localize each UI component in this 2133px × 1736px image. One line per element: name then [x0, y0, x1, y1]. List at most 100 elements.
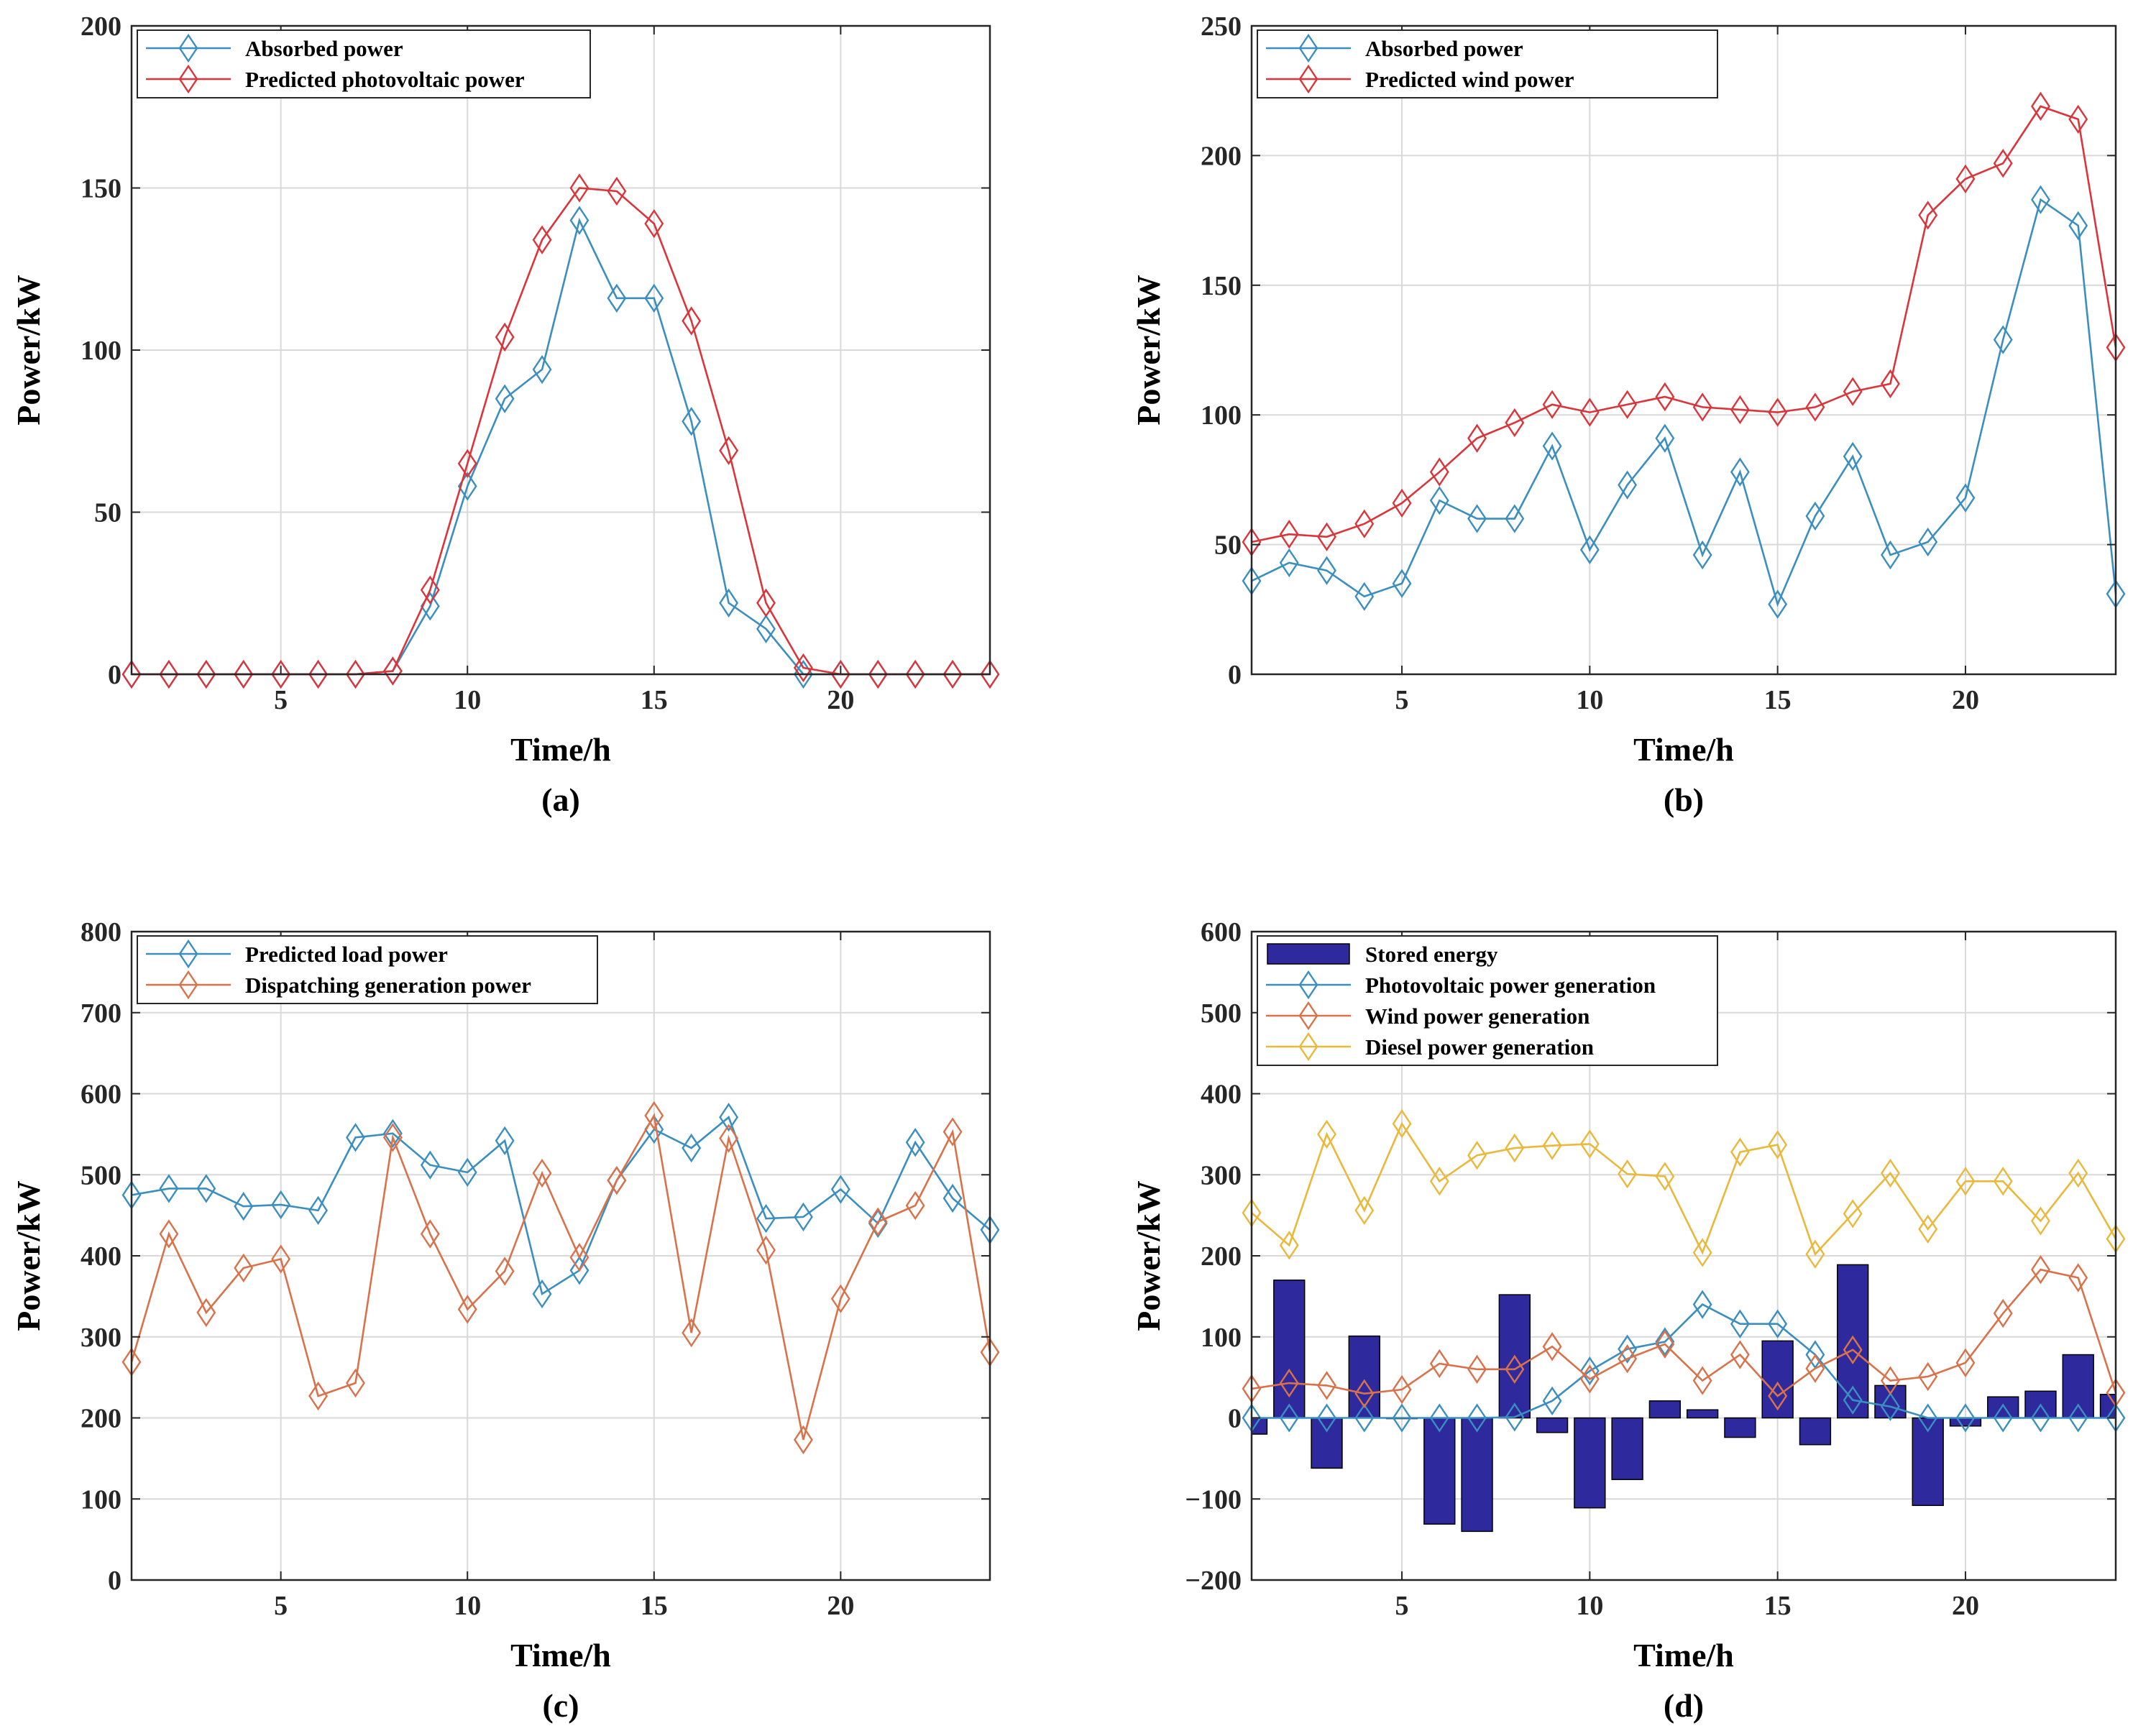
y-axis-label: Power/kW: [1130, 1180, 1167, 1331]
data-point-3-9: [1542, 1131, 1562, 1160]
data-point-2-7: [346, 659, 365, 689]
data-point-1-7: [1467, 504, 1487, 533]
data-point-1-19: [793, 1202, 813, 1232]
data-point-3-16: [1805, 1239, 1825, 1269]
data-point-1-9: [1542, 431, 1562, 461]
y-tick-label: 200: [81, 12, 121, 42]
data-point-2-18: [756, 588, 776, 617]
data-point-2-3: [1317, 522, 1336, 551]
legend-box: [137, 935, 598, 1004]
data-point-2-15: [644, 208, 664, 239]
legend-entry-label: Photovoltaic power generation: [1365, 973, 1656, 998]
y-tick-label: −200: [1185, 1566, 1242, 1596]
data-point-1-4: [234, 1192, 254, 1221]
data-point-2-2: [1279, 520, 1299, 549]
bar-stored-energy-12: [1648, 1400, 1682, 1419]
data-point-1-2: [159, 1174, 179, 1203]
data-point-1-21: [1993, 325, 2013, 354]
data-point-1-12: [532, 354, 552, 385]
data-point-1-5: [1392, 569, 1412, 598]
x-tick-label: 15: [641, 685, 668, 715]
chart-panel-1: 5 10 15 20050100150200Time/hPower/kW(a)Abso…: [10, 12, 1000, 818]
data-point-2-23: [942, 659, 963, 689]
data-point-1-7: [1467, 1403, 1487, 1433]
legend-swatch-marker: [178, 970, 198, 1000]
data-point-1-16: [682, 407, 702, 436]
bar-stored-energy-16: [1799, 1417, 1832, 1446]
data-point-2-7: [1467, 1354, 1487, 1384]
data-point-2-23: [2068, 104, 2088, 134]
data-point-2-14: [1730, 1340, 1750, 1369]
data-point-2-21: [868, 659, 888, 689]
x-tick-label: 20: [1952, 1591, 1979, 1621]
data-point-2-21: [1993, 1298, 2013, 1328]
series-line-1: [131, 1116, 991, 1296]
data-point-1-8: [1505, 504, 1525, 533]
x-tick-label: 10: [1576, 1591, 1603, 1621]
y-tick-label: 200: [81, 1404, 121, 1434]
y-tick-label: 400: [81, 1241, 121, 1272]
data-point-2-17: [1843, 377, 1863, 406]
x-tick-label: 5: [274, 685, 288, 715]
data-point-3-13: [1692, 1238, 1712, 1267]
data-point-1-18: [756, 614, 776, 644]
data-point-2-13: [569, 173, 590, 203]
bar-stored-energy-13: [1686, 1409, 1719, 1419]
x-tick-label: 10: [454, 685, 481, 715]
bar-stored-energy-17: [1836, 1264, 1869, 1419]
data-point-3-5: [1392, 1109, 1412, 1139]
bar-stored-energy-11: [1611, 1417, 1643, 1480]
y-tick-label: 500: [81, 1160, 121, 1190]
y-tick-label: 300: [81, 1323, 121, 1353]
data-point-1-17: [719, 588, 739, 617]
data-point-1-23: [2068, 1403, 2088, 1433]
legend-entry-label: Wind power generation: [1365, 1004, 1590, 1029]
series-line-2: [130, 1113, 991, 1441]
data-point-3-10: [1579, 1129, 1600, 1159]
y-tick-label: 0: [1228, 660, 1242, 690]
data-point-1-17: [1843, 1385, 1863, 1415]
data-point-2-11: [1618, 390, 1638, 419]
data-point-1-14: [1730, 457, 1750, 487]
data-point-1-16: [682, 1133, 702, 1163]
data-point-2-2: [159, 659, 179, 689]
data-point-2-4: [234, 1253, 254, 1283]
legend-swatch-marker: [1298, 970, 1318, 1000]
data-point-2-11: [1618, 1344, 1638, 1374]
y-tick-label: 100: [81, 1484, 121, 1515]
data-point-1-17: [719, 1103, 739, 1132]
data-point-2-1: [121, 659, 142, 689]
data-point-1-14: [1730, 1309, 1750, 1338]
legend-entry-label: Predicted photovoltaic power: [245, 67, 525, 92]
data-point-1-22: [2031, 185, 2050, 214]
data-point-3-22: [2031, 1206, 2050, 1236]
x-axis-label: Time/h: [1633, 1637, 1734, 1673]
data-point-1-2: [1279, 548, 1299, 578]
y-axis-label: Power/kW: [1130, 275, 1167, 426]
legend-swatch-marker: [1298, 1001, 1318, 1031]
y-tick-label: 0: [1228, 1404, 1242, 1434]
data-point-2-23: [2068, 1263, 2088, 1292]
data-point-2-20: [830, 659, 850, 689]
data-point-2-22: [2031, 91, 2050, 121]
data-point-2-22: [2031, 1255, 2050, 1285]
data-point-2-20: [830, 1284, 850, 1313]
plot-frame: [1250, 24, 2117, 676]
data-point-1-10: [1579, 535, 1600, 564]
data-point-3-17: [1843, 1199, 1863, 1228]
data-point-2-5: [271, 659, 291, 689]
bar-stored-energy-7: [1461, 1417, 1493, 1533]
legend-box: [137, 29, 591, 98]
data-point-2-20: [1955, 164, 1976, 194]
data-point-1-11: [495, 1126, 515, 1156]
y-tick-label: 700: [81, 998, 121, 1029]
y-tick-label: 500: [1201, 998, 1242, 1029]
data-point-2-2: [159, 1219, 179, 1249]
data-point-1-18: [1880, 1392, 1900, 1421]
panel-caption: (b): [1664, 781, 1704, 818]
data-point-2-17: [1843, 1335, 1863, 1364]
data-point-1-19: [1918, 1403, 1938, 1433]
legend-swatch-marker: [178, 33, 198, 63]
data-point-2-4: [234, 659, 254, 689]
